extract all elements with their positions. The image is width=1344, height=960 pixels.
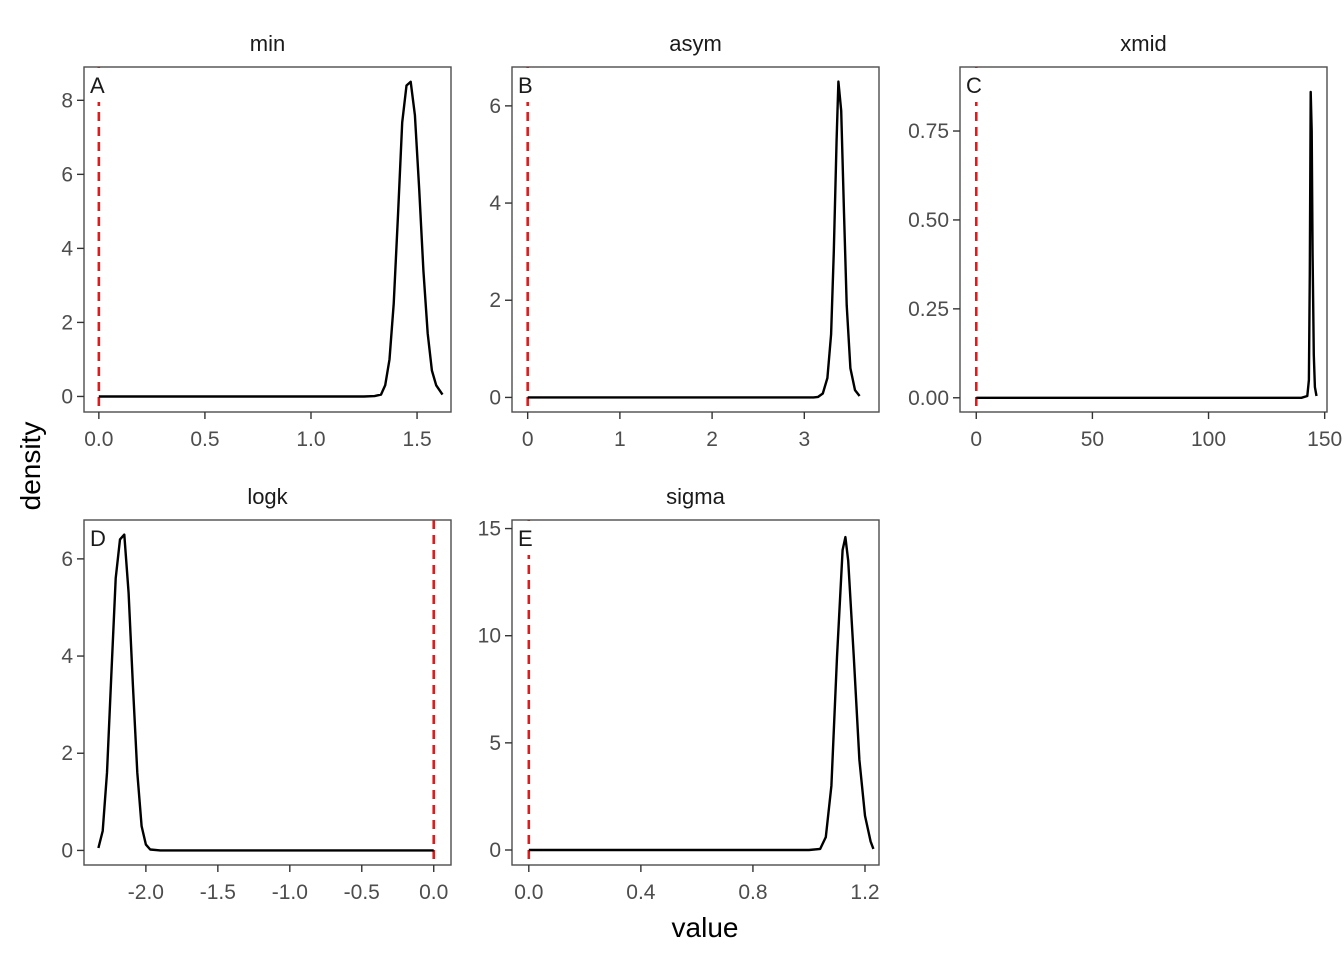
facet-panel-sigma: sigma E 0.0 0.4 0.8 1.2 0 5 10 15 <box>478 484 880 904</box>
panel-tag-background <box>85 68 115 102</box>
y-tick-label: 0.25 <box>908 298 949 321</box>
panel-border <box>83 519 452 866</box>
y-tick-label: 4 <box>61 645 73 668</box>
panel-border <box>511 519 880 866</box>
y-tick-label: 2 <box>61 311 73 334</box>
y-tick-label: 0 <box>489 839 501 862</box>
x-tick-label: -1.5 <box>200 881 236 904</box>
panel-tag: B <box>518 73 533 98</box>
x-tick-label: 1.0 <box>296 428 325 451</box>
facet-strip-title: xmid <box>1120 31 1166 56</box>
panel-border <box>959 66 1328 413</box>
y-tick-label: 8 <box>61 89 73 112</box>
x-tick-label: 0.8 <box>738 881 767 904</box>
x-tick-label: 0 <box>522 428 534 451</box>
panel-tag: D <box>90 526 106 551</box>
facet-panel-logk: logk D -2.0 -1.5 -1.0 -0.5 0.0 0 2 4 6 <box>61 484 452 904</box>
x-tick-label: -2.0 <box>128 881 164 904</box>
facet-panel-xmid: xmid C 0 50 100 150 0.00 0.25 0.50 0.75 <box>908 31 1342 451</box>
panel-tag-background <box>961 68 991 102</box>
y-tick-label: 6 <box>489 95 501 118</box>
x-axis-title: value <box>672 912 739 943</box>
panel-tag-background <box>513 521 543 555</box>
density-line <box>527 80 861 399</box>
x-tick-label: 0.5 <box>190 428 219 451</box>
y-tick-label: 0.75 <box>908 120 949 143</box>
y-tick-label: 15 <box>478 518 501 541</box>
x-tick-label: 1.2 <box>850 881 879 904</box>
y-tick-label: 0 <box>61 385 73 408</box>
x-tick-label: 3 <box>798 428 810 451</box>
y-tick-label: 5 <box>489 732 501 755</box>
x-tick-label: 50 <box>1081 428 1104 451</box>
y-tick-label: 0.50 <box>908 209 949 232</box>
y-tick-label: 4 <box>489 192 501 215</box>
panel-tag: C <box>966 73 982 98</box>
x-tick-label: 0.0 <box>514 881 543 904</box>
y-tick-label: 6 <box>61 548 73 571</box>
y-tick-label: 6 <box>61 163 73 186</box>
y-tick-label: 0 <box>489 386 501 409</box>
facet-strip-title: sigma <box>666 484 725 509</box>
x-tick-label: 0.0 <box>419 881 448 904</box>
y-axis-title: density <box>15 422 46 511</box>
x-tick-label: 100 <box>1191 428 1226 451</box>
y-tick-label: 2 <box>489 289 501 312</box>
x-tick-label: 0.4 <box>626 881 656 904</box>
x-tick-label: 150 <box>1307 428 1342 451</box>
density-line <box>98 80 444 398</box>
y-tick-label: 4 <box>61 237 73 260</box>
y-tick-label: 0 <box>61 839 73 862</box>
x-tick-label: 1.5 <box>402 428 431 451</box>
panel-tag: E <box>518 526 533 551</box>
y-tick-label: 10 <box>478 625 501 648</box>
y-tick-label: 2 <box>61 742 73 765</box>
panel-tag: A <box>90 73 105 98</box>
x-tick-label: 0.0 <box>84 428 113 451</box>
x-tick-label: 0 <box>970 428 982 451</box>
density-line <box>97 533 434 852</box>
x-tick-label: -0.5 <box>344 881 380 904</box>
density-line <box>528 535 875 852</box>
x-tick-label: 2 <box>706 428 718 451</box>
facet-strip-title: logk <box>247 484 288 509</box>
density-line <box>976 90 1318 399</box>
panel-border <box>511 66 880 413</box>
panel-tag-background <box>513 68 543 102</box>
facet-strip-title: asym <box>669 31 722 56</box>
panel-tag-background <box>85 521 115 555</box>
x-tick-label: -1.0 <box>272 881 308 904</box>
panel-border <box>83 66 452 413</box>
y-tick-label: 0.00 <box>908 387 949 410</box>
facet-panel-min: min A 0.0 0.5 1.0 1.5 0 2 4 6 8 <box>61 31 452 451</box>
facet-strip-title: min <box>250 31 285 56</box>
x-tick-label: 1 <box>614 428 626 451</box>
facet-panel-asym: asym B 0 1 2 3 0 2 4 6 <box>489 31 880 451</box>
